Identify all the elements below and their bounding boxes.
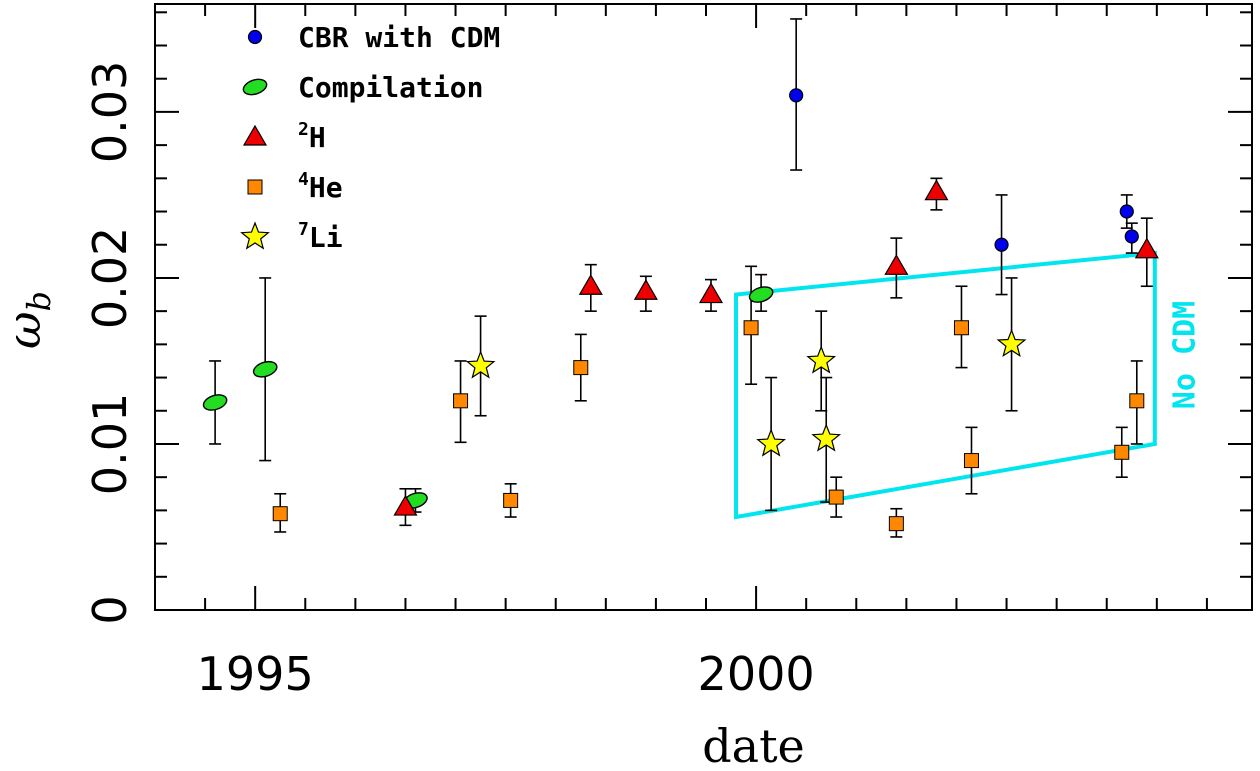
cbr-point bbox=[789, 88, 804, 103]
compilation-point bbox=[252, 360, 278, 378]
legend-text-helium: He bbox=[309, 171, 343, 204]
deuterium-point bbox=[578, 274, 603, 295]
deuterium-point bbox=[393, 494, 418, 516]
deuterium-point bbox=[884, 254, 909, 275]
helium-point bbox=[1114, 444, 1130, 460]
cbr-point bbox=[1119, 204, 1134, 219]
x-tick-label: 2000 bbox=[698, 647, 815, 701]
deuterium-point bbox=[924, 179, 949, 201]
lithium-point bbox=[806, 345, 837, 374]
helium-point bbox=[743, 320, 759, 336]
x-axis-title: date bbox=[702, 719, 805, 771]
legend-sup-helium: 4 bbox=[298, 169, 309, 190]
helium-point bbox=[272, 506, 288, 522]
compilation-point bbox=[748, 286, 774, 303]
legend-text-lithium: Li bbox=[309, 221, 343, 254]
helium-point bbox=[503, 492, 519, 508]
marker-layer bbox=[202, 88, 1159, 532]
deuterium-point bbox=[633, 279, 658, 300]
y-axis-title: ωb bbox=[0, 291, 58, 349]
legend-marker-deuterium bbox=[242, 124, 268, 146]
y-tick-label: 0.02 bbox=[83, 227, 137, 329]
legend-label-deuterium: 2H bbox=[298, 119, 326, 154]
cbr-point bbox=[1124, 229, 1139, 244]
helium-point bbox=[888, 516, 904, 532]
lithium-point bbox=[756, 428, 786, 457]
legend-sup-lithium: 7 bbox=[298, 219, 309, 240]
legend-label-cbr: CBR with CDM bbox=[298, 21, 500, 54]
y-tick-label: 0.03 bbox=[83, 61, 137, 163]
legend-label-compilation: Compilation bbox=[298, 71, 483, 104]
y-tick-label: 0.01 bbox=[83, 393, 137, 495]
helium-point bbox=[573, 360, 589, 376]
deuterium-point bbox=[1134, 237, 1159, 259]
legend-marker-helium bbox=[247, 179, 263, 195]
nocdm-region-layer bbox=[734, 250, 1157, 520]
x-tick-label: 1995 bbox=[197, 647, 314, 701]
legend-marker-lithium bbox=[240, 221, 270, 250]
y-axis-title-main: ω bbox=[0, 311, 51, 349]
lithium-point bbox=[996, 328, 1027, 358]
plot-frame bbox=[154, 3, 1253, 611]
helium-point bbox=[963, 453, 979, 469]
legend-marker-compilation bbox=[242, 78, 268, 96]
y-axis-title-sub: b bbox=[20, 291, 58, 311]
axes-layer: 1995 2000 0 0.01 0.02 0.03 bbox=[83, 3, 1253, 701]
helium-point bbox=[1129, 393, 1145, 409]
helium-point bbox=[828, 489, 844, 505]
helium-point bbox=[953, 320, 969, 336]
y-tick-label: 0 bbox=[83, 595, 137, 624]
lithium-point bbox=[811, 423, 842, 452]
cbr-point bbox=[994, 237, 1009, 252]
legend-marker-cbr bbox=[247, 29, 263, 45]
helium-point bbox=[453, 393, 469, 409]
nocdm-label: No CDM bbox=[1168, 301, 1203, 409]
deuterium-point bbox=[698, 282, 724, 304]
nocdm-region-outline bbox=[734, 250, 1157, 520]
compilation-point bbox=[202, 394, 228, 411]
legend-label-helium: 4He bbox=[298, 169, 343, 204]
legend-sup-deuterium: 2 bbox=[298, 119, 309, 140]
legend-label-lithium: 7Li bbox=[298, 219, 343, 254]
legend-text-deuterium: H bbox=[309, 121, 326, 154]
lithium-point bbox=[465, 350, 496, 379]
